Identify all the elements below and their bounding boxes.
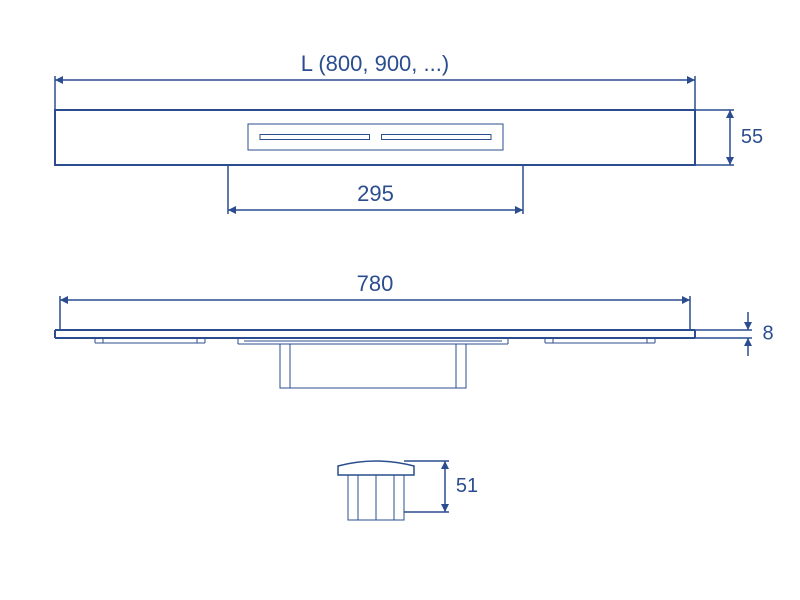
svg-text:55: 55 bbox=[741, 126, 763, 148]
svg-text:51: 51 bbox=[456, 475, 478, 497]
svg-text:295: 295 bbox=[357, 181, 394, 206]
svg-text:L (800, 900, ...): L (800, 900, ...) bbox=[301, 51, 449, 76]
svg-text:8: 8 bbox=[762, 322, 773, 344]
svg-text:780: 780 bbox=[357, 271, 394, 296]
